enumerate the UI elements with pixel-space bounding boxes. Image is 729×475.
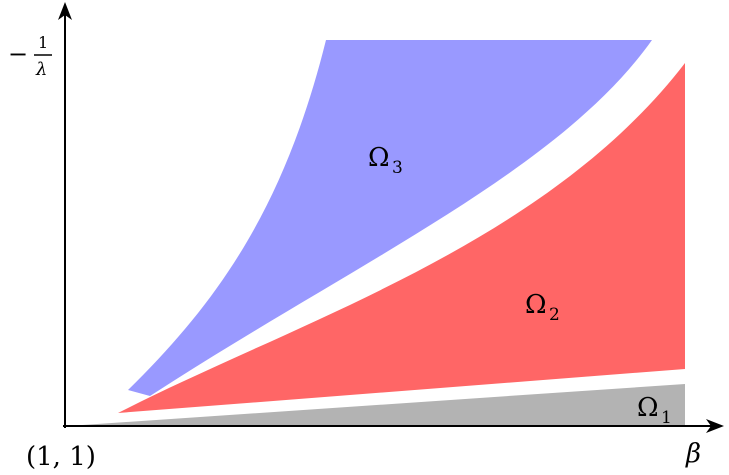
- label-omega1: Ω 1: [637, 393, 672, 428]
- region-omega3: [128, 40, 652, 396]
- x-axis-label: β: [685, 439, 701, 469]
- svg-text:3: 3: [392, 158, 403, 178]
- svg-text:2: 2: [549, 305, 560, 325]
- region-omega1: [68, 384, 685, 426]
- y-axis-label-denominator: λ: [35, 59, 47, 80]
- y-axis-arrowhead: [58, 2, 72, 20]
- origin-label: (1, 1): [26, 442, 96, 472]
- y-axis-label-sign: −: [8, 40, 28, 68]
- svg-text:Ω: Ω: [368, 143, 390, 173]
- svg-text:Ω: Ω: [525, 290, 547, 320]
- svg-text:Ω: Ω: [637, 393, 659, 423]
- svg-text:1: 1: [661, 408, 672, 428]
- region-omega2: [118, 63, 685, 413]
- label-omega3: Ω 3: [368, 143, 403, 178]
- x-axis-arrowhead: [706, 419, 724, 433]
- y-axis-label-numerator: 1: [38, 33, 48, 52]
- label-omega2: Ω 2: [525, 290, 560, 325]
